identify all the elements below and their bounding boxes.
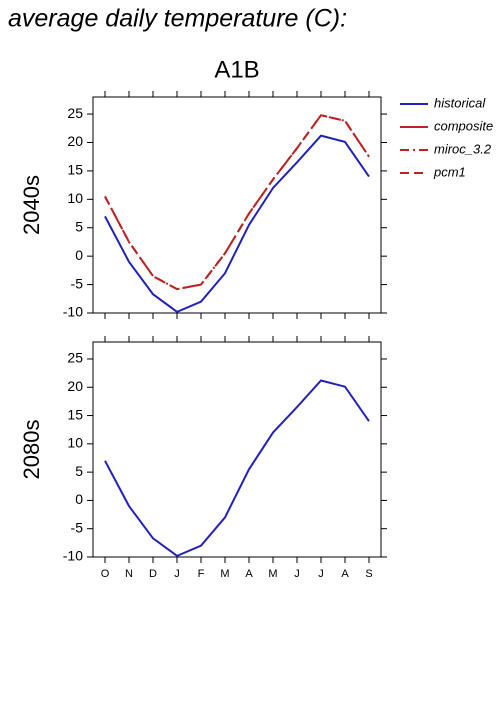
x-tick-label: F (198, 568, 205, 580)
x-tick-label: A (245, 568, 253, 580)
chart-title: average daily temperature (C): (8, 5, 347, 33)
legend-label: miroc_3.2 (434, 141, 492, 156)
y-tick-label: -5 (71, 275, 84, 291)
y-axis-label: 2080s (19, 420, 44, 480)
y-tick-label: 25 (67, 105, 83, 121)
series-line (104, 379, 370, 558)
x-tick-label: A (341, 568, 349, 580)
x-tick-label: D (149, 568, 157, 580)
y-tick-label: 20 (67, 378, 83, 394)
legend-label: historical (434, 95, 486, 110)
x-tick-label: J (174, 568, 180, 580)
y-tick-label: -5 (71, 519, 84, 535)
y-tick-label: -10 (63, 548, 83, 564)
x-tick-label: O (101, 568, 110, 580)
series-line (104, 114, 370, 291)
y-tick-label: 0 (75, 247, 83, 263)
y-tick-label: 10 (67, 435, 83, 451)
y-tick-label: 0 (75, 491, 83, 507)
x-tick-label: M (268, 568, 277, 580)
y-tick-label: 5 (75, 218, 83, 234)
y-tick-label: 15 (67, 162, 83, 178)
x-tick-label: N (125, 568, 133, 580)
y-tick-label: 10 (67, 190, 83, 206)
x-tick-label: M (220, 568, 229, 580)
y-tick-label: -10 (63, 304, 83, 320)
legend-label: composite (434, 118, 493, 133)
plot-frame (92, 96, 382, 314)
x-tick-label: J (318, 568, 324, 580)
y-tick-label: 25 (67, 350, 83, 366)
series-line (104, 134, 370, 314)
x-tick-label: S (365, 568, 372, 580)
legend-label: pcm1 (433, 164, 466, 179)
plot-frame (92, 341, 382, 558)
y-tick-label: 20 (67, 133, 83, 149)
x-tick-label: J (294, 568, 300, 580)
chart-subtitle: A1B (214, 56, 259, 83)
y-tick-label: 15 (67, 406, 83, 422)
y-tick-label: 5 (75, 463, 83, 479)
y-axis-label: 2040s (19, 175, 44, 235)
